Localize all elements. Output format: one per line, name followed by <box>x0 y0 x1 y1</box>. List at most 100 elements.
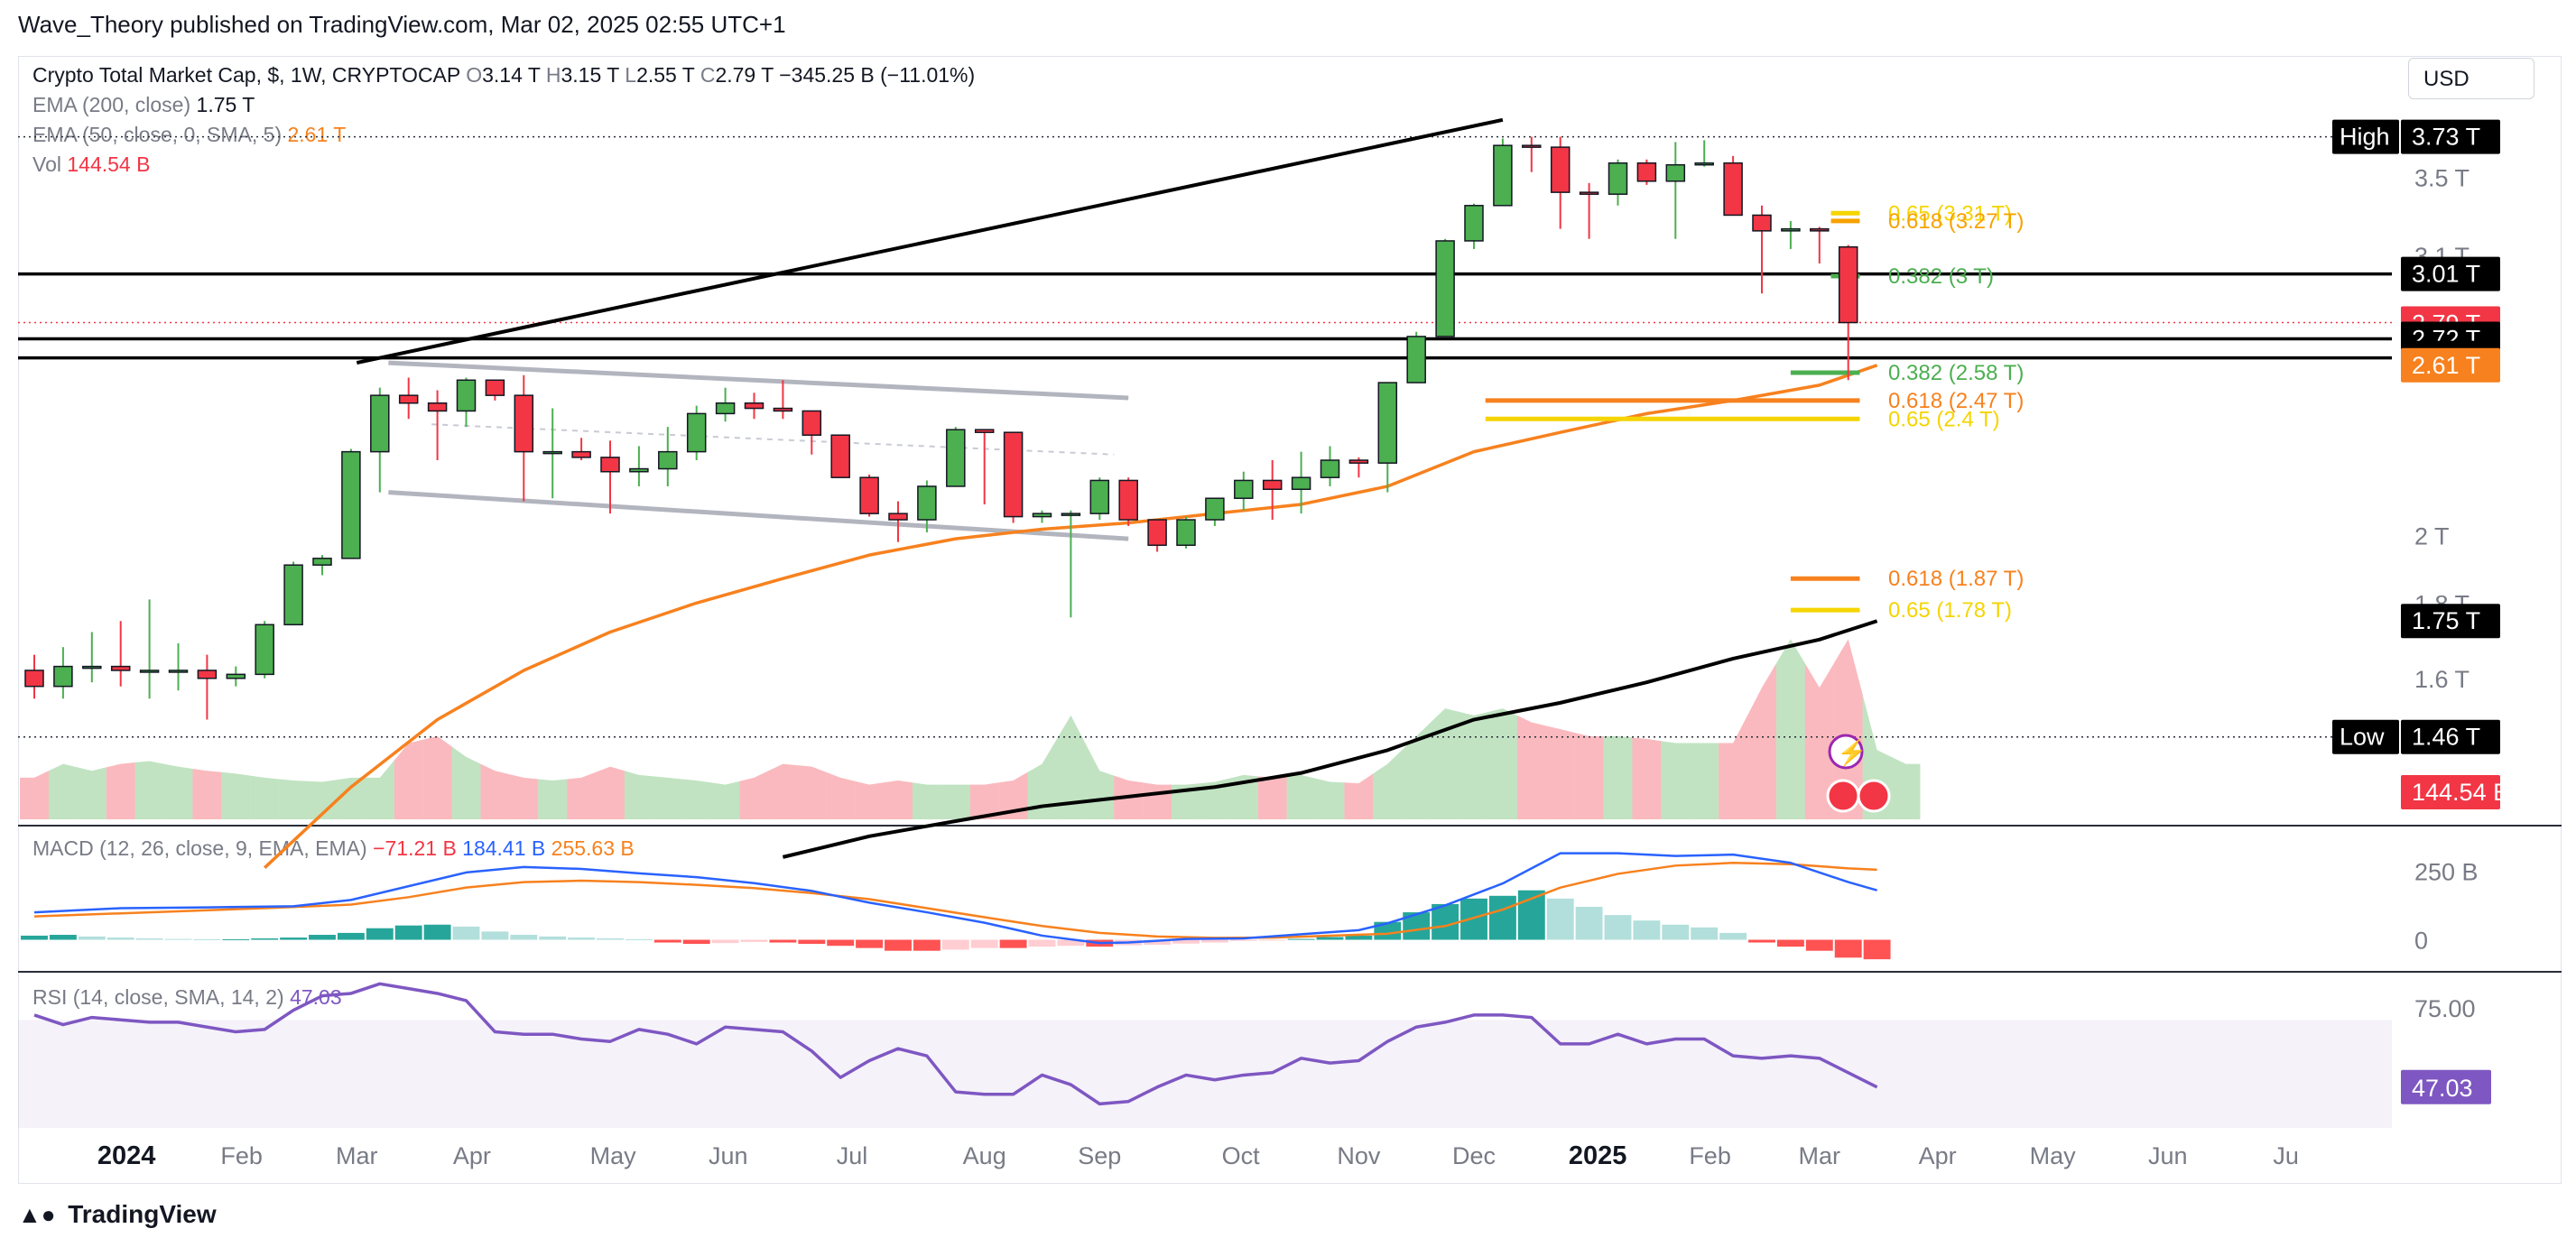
volume-area <box>710 781 740 819</box>
tradingview-footer[interactable]: ▲● TradingView <box>18 1200 217 1229</box>
macd-histogram-bar <box>1604 915 1632 940</box>
volume-area <box>1344 773 1374 819</box>
time-axis-label: 2025 <box>1569 1141 1627 1170</box>
macd-histogram-bar <box>1748 939 1775 943</box>
us-flag-event-icon <box>1857 779 1891 813</box>
time-axis-label: May <box>590 1142 637 1169</box>
time-axis-label: Oct <box>1222 1142 1261 1169</box>
candle-body <box>1032 513 1052 518</box>
macd-hist-value: −71.21 B <box>373 836 457 860</box>
us-flag-event-icon <box>1826 779 1860 813</box>
vol-label: Vol <box>32 152 61 176</box>
volume-area <box>134 761 164 819</box>
fib-level-label: 0.618 (1.87 T) <box>1888 567 2024 591</box>
candle-body <box>888 513 908 521</box>
macd-histogram-bar <box>1776 939 1804 947</box>
time-axis-label: Jun <box>709 1142 748 1169</box>
macd-histogram-bar <box>1460 898 1487 940</box>
macd-histogram-bar <box>1633 920 1661 940</box>
price-scale-tag-label: Low <box>2340 724 2385 751</box>
candle-body <box>398 394 419 404</box>
ema50-label: EMA (50, close, 0, SMA, 5) <box>32 123 283 146</box>
candle-body <box>1176 519 1196 547</box>
candle-body <box>1435 240 1455 337</box>
candle-body <box>1464 205 1484 242</box>
candle-body <box>110 665 131 671</box>
candle-body <box>255 624 274 676</box>
macd-histogram-bar <box>856 939 884 948</box>
candle-body <box>1061 513 1081 516</box>
price-scale-badge-value: 3.01 T <box>2412 261 2480 288</box>
volume-area <box>480 763 510 819</box>
volume-area <box>192 768 222 819</box>
candle-body <box>1694 162 1714 166</box>
trendline-flag-top <box>388 360 1129 401</box>
legend-macd[interactable]: MACD (12, 26, close, 9, EMA, EMA) −71.21… <box>32 836 635 861</box>
price-scale-badge <box>2401 347 2500 383</box>
time-axis-label: 2024 <box>97 1141 156 1170</box>
time-axis-label: Sep <box>1078 1142 1121 1169</box>
candle-body <box>830 434 850 478</box>
volume-area <box>969 782 999 819</box>
volume-area <box>1891 756 1921 819</box>
macd-histogram-bar <box>135 938 163 940</box>
volume-area <box>1315 778 1345 819</box>
macd-histogram-bar <box>682 939 710 945</box>
legend-ema50[interactable]: EMA (50, close, 0, SMA, 5) 2.61 T <box>32 123 346 147</box>
rsi-value: 47.03 <box>290 985 342 1009</box>
legend-ema200[interactable]: EMA (200, close) 1.75 T <box>32 93 255 117</box>
legend-symbol-row: Crypto Total Market Cap, $, 1W, CRYPTOCA… <box>32 63 975 88</box>
candle-body <box>197 670 218 679</box>
candle-body <box>1810 227 1830 232</box>
volume-area <box>221 771 251 819</box>
tradingview-logo-icon: ▲● <box>18 1201 56 1228</box>
volume-area <box>1431 708 1460 819</box>
candle-body <box>1579 191 1599 195</box>
macd-histogram-bar <box>1432 903 1459 940</box>
volume-area <box>1459 711 1488 819</box>
macd-histogram-bar <box>510 935 538 940</box>
legend-volume[interactable]: Vol 144.54 B <box>32 152 150 177</box>
volume-area <box>1257 776 1287 819</box>
candle-body <box>1262 479 1283 491</box>
currency-button[interactable]: USD <box>2408 58 2534 99</box>
candle-body <box>917 485 937 521</box>
price-scale-badge <box>2401 719 2500 754</box>
macd-histogram-bar <box>1374 921 1402 940</box>
candle-body <box>658 450 678 470</box>
time-axis-label: Ju <box>2273 1142 2299 1169</box>
candle-body <box>456 379 477 412</box>
legend-rsi[interactable]: RSI (14, close, SMA, 14, 2) 47.03 <box>32 985 342 1010</box>
candle-body <box>1752 214 1772 232</box>
volume-area <box>998 771 1028 819</box>
price-scale-tag <box>2332 119 2399 154</box>
volume-area <box>279 779 309 819</box>
volume-area <box>1286 774 1316 819</box>
ema200-line <box>782 619 1878 859</box>
macd-histogram-bar <box>366 928 394 940</box>
symbol-title[interactable]: Crypto Total Market Cap, $, 1W, CRYPTOCA… <box>32 63 460 87</box>
candle-body <box>427 402 448 412</box>
trendline-flag-bottom <box>388 490 1129 541</box>
volume-area <box>1545 725 1575 819</box>
candle-body <box>1320 459 1340 478</box>
macd-histogram-bar <box>481 931 509 940</box>
macd-histogram-bar <box>798 939 826 945</box>
macd-histogram-bar <box>913 939 941 951</box>
chart-frame[interactable] <box>18 56 2562 1184</box>
volume-area <box>451 746 481 819</box>
volume-area <box>1632 737 1662 819</box>
volume-area <box>1775 639 1805 819</box>
volume-area <box>1056 715 1086 819</box>
volume-area <box>365 760 394 819</box>
macd-histogram-bar <box>280 938 308 940</box>
macd-histogram-bar <box>1662 924 1690 940</box>
volume-area <box>106 762 135 819</box>
volume-area <box>653 776 682 819</box>
price-tick-label: 1.6 T <box>2414 666 2469 693</box>
candle-body <box>24 670 44 688</box>
price-scale-badge-value: 1.75 T <box>2412 607 2480 634</box>
macd-tick-label: 0 <box>2414 928 2428 955</box>
candle-body <box>542 450 562 455</box>
